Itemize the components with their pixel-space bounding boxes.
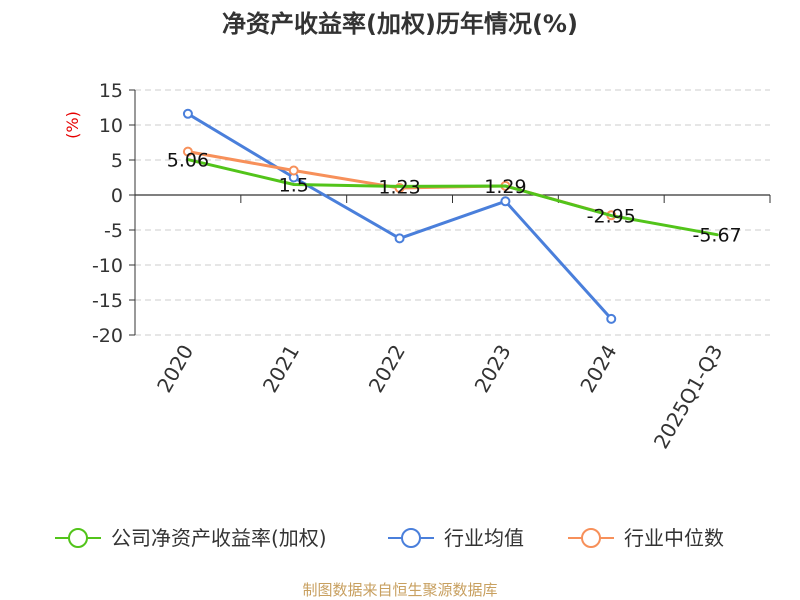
x-tick-label: 2021 — [258, 341, 304, 397]
data-point — [288, 165, 299, 176]
y-tick-label: -15 — [92, 290, 123, 312]
y-tick-label: 0 — [111, 185, 123, 207]
source-note: 制图数据来自恒生聚源数据库 — [302, 581, 497, 599]
data-point — [182, 146, 193, 157]
data-label: -5.67 — [692, 225, 741, 247]
legend: 公司净资产收益率(加权) 行业均值 行业中位数 — [55, 526, 724, 550]
x-tick-label: 2022 — [364, 341, 410, 397]
legend-label: 行业均值 — [444, 526, 524, 550]
legend-swatch-marker — [68, 528, 88, 548]
gridlines — [135, 89, 770, 336]
legend-swatch-marker — [401, 528, 421, 548]
series-line-1 — [186, 112, 613, 321]
y-tick-label: 5 — [111, 150, 123, 172]
data-label: 5.06 — [167, 150, 209, 172]
data-point — [500, 196, 511, 207]
y-axis-unit: (%) — [63, 111, 82, 139]
x-tick-label: 2025Q1-Q3 — [649, 341, 728, 453]
y-tick-label: 15 — [99, 80, 123, 102]
x-tick-label: 2020 — [152, 341, 198, 397]
chart-title: 净资产收益率(加权)历年情况(%) — [222, 10, 578, 38]
series — [182, 108, 719, 324]
legend-label: 行业中位数 — [624, 526, 724, 550]
data-label: 1.5 — [279, 175, 309, 197]
y-tick-label: -10 — [92, 255, 123, 277]
data-point — [606, 313, 617, 324]
legend-label: 公司净资产收益率(加权) — [111, 526, 327, 550]
data-label: 1.23 — [378, 176, 420, 198]
data-label: -2.95 — [587, 206, 636, 228]
data-labels: 5.06 1.5 1.23 1.29 -2.95 -5.67 — [167, 150, 742, 247]
data-label: 1.29 — [484, 176, 526, 198]
x-tick-label: 2023 — [470, 340, 516, 396]
axes: 15 10 5 0 -5 -10 -15 -20 2020 2021 2022 2023 2024 202… — [92, 80, 771, 453]
y-tick-label: 10 — [99, 115, 123, 137]
data-point — [394, 233, 405, 244]
y-tick-label: -20 — [92, 325, 123, 347]
x-tick-label: 2024 — [575, 341, 621, 397]
data-point — [182, 108, 193, 119]
y-tick-label: -5 — [104, 220, 123, 242]
legend-swatch-marker — [581, 528, 601, 548]
series-line-0 — [186, 158, 719, 237]
